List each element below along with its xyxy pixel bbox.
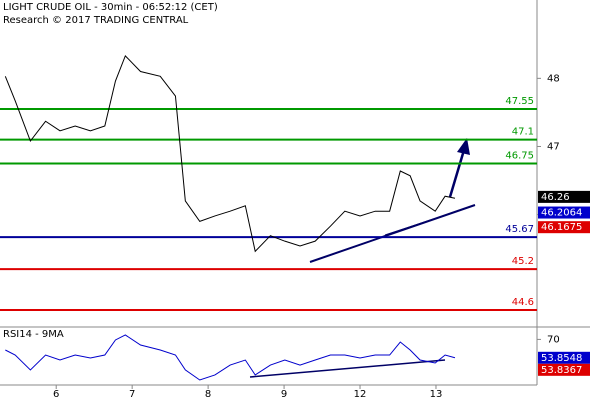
price-line (4, 54, 456, 253)
price-tag-label: 46.2064 (541, 208, 582, 219)
y-tick-label: 48 (547, 73, 560, 84)
price-line (5, 334, 456, 381)
price-tag-label: 46.26 (541, 192, 570, 203)
arrow-shaft (448, 149, 466, 198)
price-tag-label: 53.8548 (541, 353, 582, 364)
x-tick-label: 8 (205, 389, 211, 400)
x-tick-label: 7 (129, 389, 135, 400)
x-tick-label: 12 (354, 389, 367, 400)
price-tag-label: 53.8367 (541, 365, 582, 376)
chart-title: LIGHT CRUDE OIL - 30min - 06:52:12 (CET) (3, 2, 218, 13)
arrow-head (457, 138, 470, 155)
price-tag (538, 351, 590, 364)
x-tick-label: 9 (281, 389, 287, 400)
rsi-title: RSI14 - 9MA (3, 329, 64, 340)
y-tick-label: 70 (547, 334, 560, 345)
x-tick-label: 6 (53, 389, 59, 400)
chart-subtitle: Research © 2017 TRADING CENTRAL (3, 15, 189, 26)
price-tag (538, 190, 590, 203)
level-label: 44.6 (512, 297, 534, 308)
price-tag (538, 206, 590, 219)
level-label: 46.75 (505, 151, 534, 162)
level-label: 45.2 (512, 256, 534, 267)
level-label: 47.1 (512, 127, 534, 138)
level-label: 45.67 (505, 224, 534, 235)
x-tick-label: 13 (430, 389, 443, 400)
level-label: 47.55 (505, 96, 534, 107)
price-tag (538, 221, 590, 234)
price-tag-label: 46.1675 (541, 222, 582, 233)
trend-line (384, 206, 471, 236)
y-tick-label: 47 (547, 141, 560, 152)
rsi-trend-line (249, 359, 446, 378)
price-tag (538, 363, 590, 376)
